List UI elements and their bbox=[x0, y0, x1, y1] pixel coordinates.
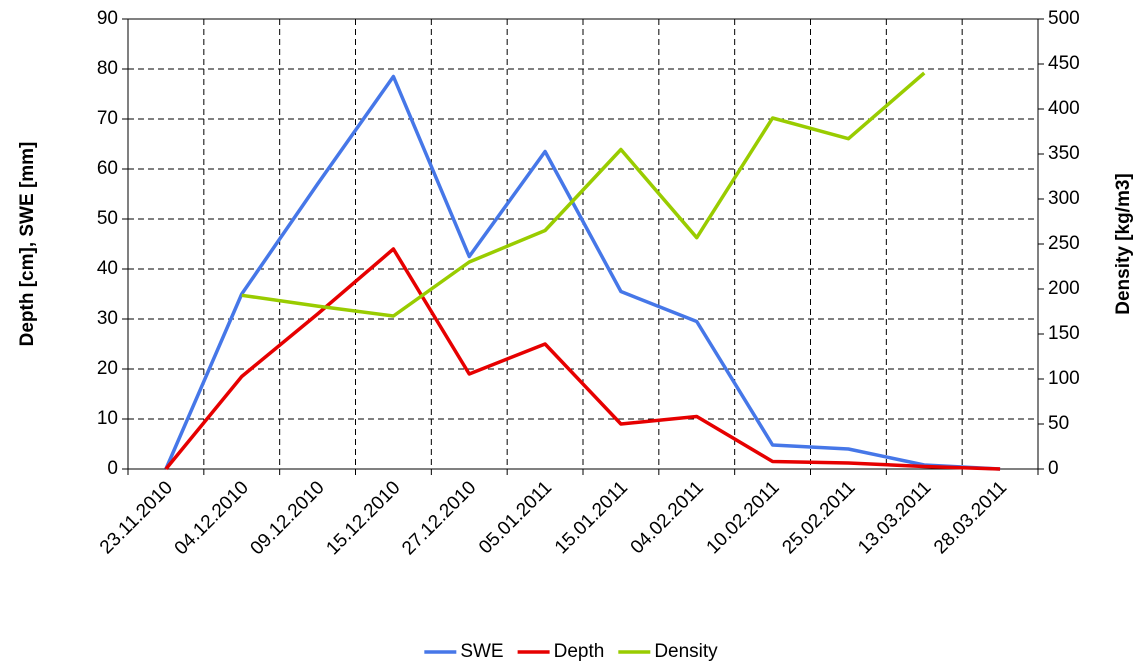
y2-tick-label: 150 bbox=[1048, 323, 1080, 344]
x-tick-label: 28.03.2011 bbox=[930, 477, 1011, 558]
y-tick-label: 70 bbox=[97, 108, 118, 129]
y2-tick-label: 50 bbox=[1048, 413, 1069, 434]
y-tick-label: 90 bbox=[97, 8, 118, 29]
y2-tick-label: 250 bbox=[1048, 233, 1080, 254]
y-tick-label: 80 bbox=[97, 58, 118, 79]
x-tick-label: 04.12.2010 bbox=[171, 477, 253, 559]
y2-tick-label: 0 bbox=[1048, 458, 1059, 479]
x-tick-label: 25.02.2011 bbox=[778, 477, 859, 558]
x-tick-label: 10.02.2011 bbox=[703, 477, 784, 558]
x-tick-label: 23.11.2010 bbox=[96, 477, 177, 558]
series-line bbox=[164, 247, 1001, 471]
x-tick-label: 27.12.2010 bbox=[398, 477, 480, 559]
y2-tick-label: 450 bbox=[1048, 53, 1080, 74]
y-tick-label: 60 bbox=[97, 158, 118, 179]
y-tick-label: 20 bbox=[97, 358, 118, 379]
x-tick-label: 15.12.2010 bbox=[322, 477, 404, 559]
legend-label: Depth bbox=[554, 641, 605, 662]
legend-label: SWE bbox=[460, 641, 503, 662]
legend-label: Density bbox=[654, 641, 718, 662]
y2-axis-title: Density [kg/m3] bbox=[1113, 173, 1134, 314]
y-tick-label: 10 bbox=[97, 408, 118, 429]
x-tick-label: 04.02.2011 bbox=[627, 477, 708, 558]
y2-tick-label: 500 bbox=[1048, 8, 1080, 29]
y-axis-title: Depth [cm], SWE [mm] bbox=[17, 142, 38, 347]
plot-frame bbox=[127, 18, 1039, 470]
x-tick-label: 05.01.2011 bbox=[475, 477, 556, 558]
series-line bbox=[164, 74, 1001, 471]
y2-tick-label: 100 bbox=[1048, 368, 1080, 389]
series-line bbox=[241, 71, 926, 318]
x-tick-label: 13.03.2011 bbox=[854, 477, 935, 558]
y2-tick-label: 200 bbox=[1048, 278, 1080, 299]
x-tick-label: 09.12.2010 bbox=[247, 477, 329, 559]
y-tick-label: 30 bbox=[97, 308, 118, 329]
y-tick-label: 50 bbox=[97, 208, 118, 229]
y-tick-label: 40 bbox=[97, 258, 118, 279]
y2-tick-label: 350 bbox=[1048, 143, 1080, 164]
y2-tick-label: 300 bbox=[1048, 188, 1080, 209]
x-tick-label: 15.01.2011 bbox=[551, 477, 632, 558]
y-tick-label: 0 bbox=[107, 458, 118, 479]
y2-tick-label: 400 bbox=[1048, 98, 1080, 119]
